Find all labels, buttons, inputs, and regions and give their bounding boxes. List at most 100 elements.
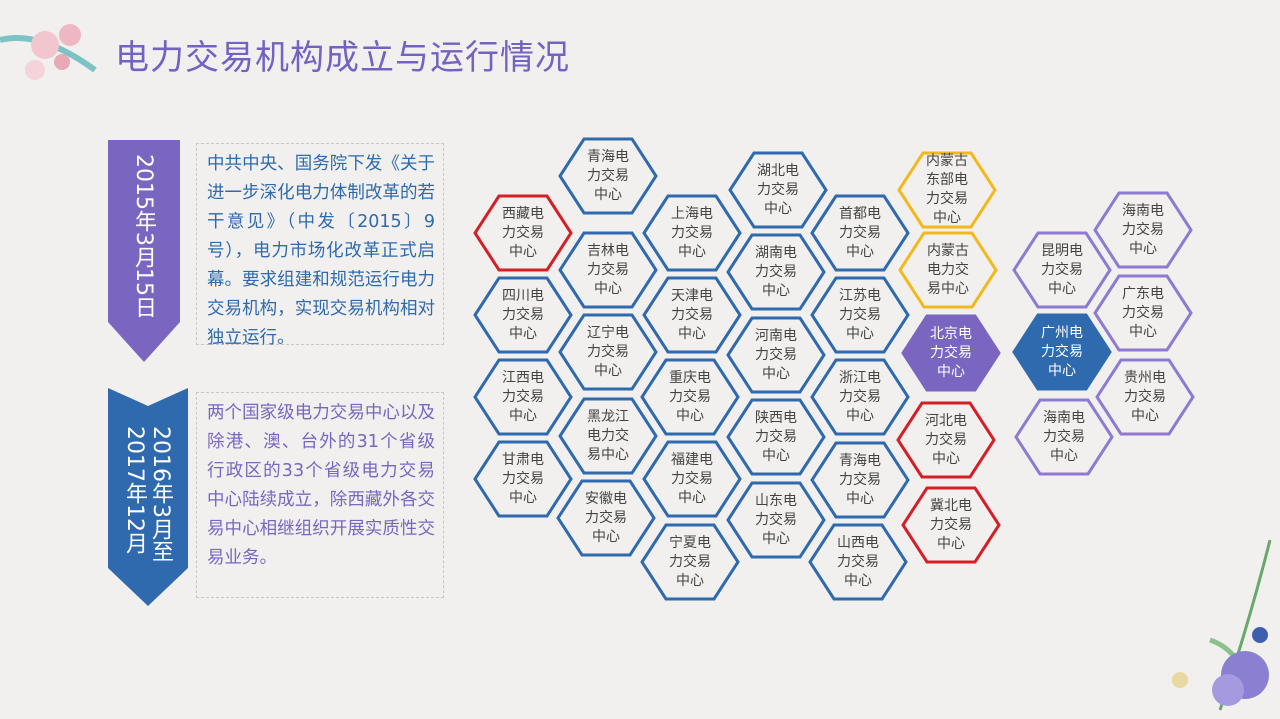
hexagon-shape <box>558 313 658 391</box>
trading-center-hex: 吉林电 力交易 中心 <box>558 231 658 309</box>
trading-center-label: 广东电 力交易 中心 <box>1122 285 1164 340</box>
trading-center-hex: 西藏电 力交易 中心 <box>473 194 573 272</box>
timeline-text-box: 两个国家级电力交易中心以及除港、澳、台外的31个省级行政区的33个省级电力交易中… <box>196 392 444 598</box>
trading-center-hex: 辽宁电 力交易 中心 <box>558 313 658 391</box>
hexagon-shape <box>1012 231 1112 309</box>
trading-center-hex: 湖北电 力交易 中心 <box>728 151 828 229</box>
hexagon-shape <box>896 401 996 479</box>
page-title: 电力交易机构成立与运行情况 <box>115 38 570 78</box>
flower-decoration-top-left <box>0 24 97 80</box>
trading-center-label: 山西电 力交易 中心 <box>837 534 879 589</box>
trading-center-hex: 河北电 力交易 中心 <box>896 401 996 479</box>
hexagon-shape <box>726 233 826 311</box>
timeline-text-box: 中共中央、国务院下发《关于进一步深化电力体制改革的若干意见》（中发〔2015〕9… <box>196 143 444 348</box>
trading-center-hex: 天津电 力交易 中心 <box>642 276 742 354</box>
trading-center-hex: 广东电 力交易 中心 <box>1093 274 1193 352</box>
trading-center-hex: 河南电 力交易 中心 <box>726 316 826 394</box>
trading-center-hex: 江苏电 力交易 中心 <box>810 276 910 354</box>
trading-center-label: 冀北电 力交易 中心 <box>930 497 972 552</box>
hexagon-shape <box>1093 191 1193 269</box>
hexagon-shape <box>810 276 910 354</box>
hexagon-shape <box>473 276 573 354</box>
trading-center-label: 内蒙古 东部电 力交易 中心 <box>926 153 968 226</box>
hexagon-shape <box>810 194 910 272</box>
trading-center-label: 安徽电 力交易 中心 <box>585 490 627 545</box>
hexagon-shape <box>1093 274 1193 352</box>
timeline-description: 两个国家级电力交易中心以及除港、澳、台外的31个省级行政区的33个省级电力交易中… <box>207 403 435 568</box>
hexagon-shape <box>808 523 908 601</box>
hexagon-shape <box>640 358 740 436</box>
trading-center-hex: 冀北电 力交易 中心 <box>901 486 1001 564</box>
trading-center-hex: 内蒙古 东部电 力交易 中心 <box>897 151 997 229</box>
hexagon-shape <box>726 481 826 559</box>
hexagon-shape <box>1014 398 1114 476</box>
trading-center-hex: 北京电 力交易 中心 <box>901 314 1001 392</box>
trading-center-label: 湖南电 力交易 中心 <box>755 244 797 299</box>
hexagon-shape <box>726 316 826 394</box>
hexagon-shape <box>1095 358 1195 436</box>
hexagon-shape <box>640 523 740 601</box>
trading-center-hex: 安徽电 力交易 中心 <box>556 479 656 557</box>
trading-center-label: 吉林电 力交易 中心 <box>587 242 629 297</box>
flower-decoration-bottom-right <box>1172 540 1272 711</box>
trading-center-label: 福建电 力交易 中心 <box>671 451 713 506</box>
trading-center-label: 昆明电 力交易 中心 <box>1041 242 1083 297</box>
trading-center-label: 内蒙古 电力交 易中心 <box>927 242 969 297</box>
trading-center-label: 重庆电 力交易 中心 <box>669 369 711 424</box>
trading-center-hex: 内蒙古 电力交 易中心 <box>898 231 998 309</box>
hexagon-shape <box>810 358 910 436</box>
trading-center-label: 甘肃电 力交易 中心 <box>502 451 544 506</box>
timeline-banner-2016: 2016年3月至 2017年12月 <box>108 388 188 606</box>
trading-center-hex: 昆明电 力交易 中心 <box>1012 231 1112 309</box>
trading-center-hex: 福建电 力交易 中心 <box>642 440 742 518</box>
trading-center-hex: 陕西电 力交易 中心 <box>726 398 826 476</box>
trading-center-hex: 广州电 力交易 中心 <box>1012 313 1112 391</box>
trading-center-label: 首都电 力交易 中心 <box>839 205 881 260</box>
trading-center-hex: 江西电 力交易 中心 <box>473 358 573 436</box>
hexagon-shape <box>558 397 658 475</box>
trading-center-hex: 四川电 力交易 中心 <box>473 276 573 354</box>
trading-center-label: 陕西电 力交易 中心 <box>755 409 797 464</box>
trading-center-label: 黑龙江 电力交 易中心 <box>587 408 629 463</box>
trading-center-hex: 海南电 力交易 中心 <box>1093 191 1193 269</box>
hexagon-shape <box>473 194 573 272</box>
trading-center-label: 江西电 力交易 中心 <box>502 369 544 424</box>
trading-center-label: 山东电 力交易 中心 <box>755 492 797 547</box>
trading-center-hex: 山东电 力交易 中心 <box>726 481 826 559</box>
trading-center-hex: 重庆电 力交易 中心 <box>640 358 740 436</box>
hexagon-shape <box>810 441 910 519</box>
trading-center-label: 青海电 力交易 中心 <box>587 148 629 203</box>
trading-center-hex: 山西电 力交易 中心 <box>808 523 908 601</box>
trading-center-hex: 首都电 力交易 中心 <box>810 194 910 272</box>
trading-center-label: 上海电 力交易 中心 <box>671 205 713 260</box>
trading-center-hex: 青海电 力交易 中心 <box>810 441 910 519</box>
trading-center-label: 浙江电 力交易 中心 <box>839 369 881 424</box>
hexagon-shape <box>728 151 828 229</box>
trading-center-hex: 青海电 力交易 中心 <box>558 137 658 215</box>
trading-center-label: 广州电 力交易 中心 <box>1041 324 1083 379</box>
timeline-date: 2015年3月15日 <box>131 154 156 318</box>
hexagon-shape <box>473 440 573 518</box>
hexagon-shape <box>642 194 742 272</box>
hexagon-shape <box>897 151 997 229</box>
timeline-banner-2015: 2015年3月15日 <box>108 140 180 362</box>
trading-center-label: 辽宁电 力交易 中心 <box>587 324 629 379</box>
trading-center-label: 北京电 力交易 中心 <box>930 325 972 380</box>
trading-center-label: 宁夏电 力交易 中心 <box>669 534 711 589</box>
trading-center-hex: 甘肃电 力交易 中心 <box>473 440 573 518</box>
hexagon-shape <box>726 398 826 476</box>
trading-center-hex: 宁夏电 力交易 中心 <box>640 523 740 601</box>
trading-center-label: 江苏电 力交易 中心 <box>839 287 881 342</box>
hexagon-shape <box>898 231 998 309</box>
trading-center-label: 西藏电 力交易 中心 <box>502 205 544 260</box>
trading-center-hex: 海南电 力交易 中心 <box>1014 398 1114 476</box>
hexagon-shape <box>556 479 656 557</box>
hexagon-shape <box>1012 313 1112 391</box>
hexagon-shape <box>558 137 658 215</box>
timeline-date: 2016年3月至 2017年12月 <box>122 426 173 562</box>
timeline-description: 中共中央、国务院下发《关于进一步深化电力体制改革的若干意见》（中发〔2015〕9… <box>207 154 435 348</box>
hexagon-shape <box>558 231 658 309</box>
trading-center-label: 贵州电 力交易 中心 <box>1124 369 1166 424</box>
trading-center-label: 湖北电 力交易 中心 <box>757 162 799 217</box>
trading-center-label: 四川电 力交易 中心 <box>502 287 544 342</box>
